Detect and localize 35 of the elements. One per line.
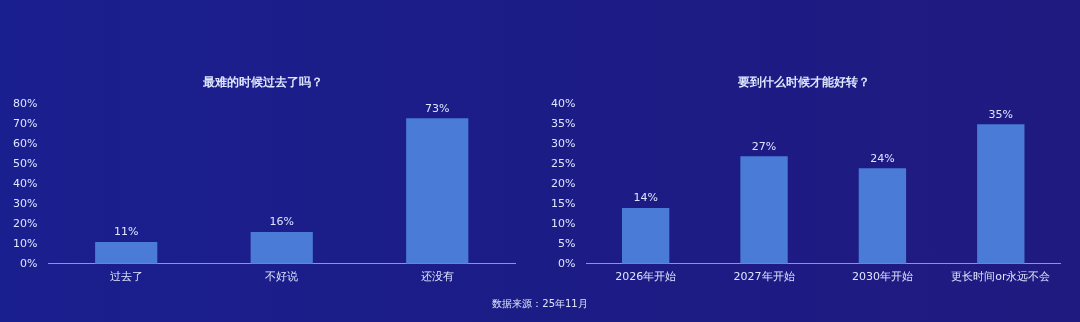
x-tick-label: 还没有	[420, 270, 454, 284]
y-tick-label: 50%	[13, 157, 38, 171]
y-tick-label: 40%	[13, 176, 38, 190]
data-label: 73%	[425, 101, 450, 115]
y-tick-label: 80%	[13, 97, 38, 111]
x-tick-label: 2026年开始	[615, 270, 677, 284]
x-tick-label: 不好说	[265, 270, 299, 284]
y-tick-label: 30%	[551, 137, 576, 151]
data-label: 27%	[751, 139, 777, 153]
y-tick-label: 20%	[551, 176, 576, 190]
x-tick-label: 过去了	[109, 270, 143, 284]
data-label: 24%	[870, 151, 895, 165]
data-label: 14%	[633, 191, 658, 205]
data-label: 16%	[269, 215, 294, 229]
y-tick-label: 0%	[20, 256, 38, 270]
y-tick-label: 10%	[551, 216, 576, 230]
x-tick-label: 2027年开始	[733, 270, 795, 284]
data-label: 35%	[988, 107, 1014, 121]
y-tick-label: 70%	[13, 117, 38, 131]
y-tick-label: 5%	[558, 236, 576, 250]
y-tick-label: 40%	[551, 97, 576, 111]
y-tick-label: 60%	[13, 137, 38, 151]
chart-title: 最难的时候过去了吗？	[201, 75, 323, 90]
y-tick-label: 30%	[13, 196, 38, 210]
y-tick-label: 15%	[551, 196, 576, 210]
y-tick-label: 0%	[558, 256, 576, 270]
x-tick-label: 2030年开始	[851, 270, 913, 284]
chart-title: 要到什么时候才能好转？	[737, 75, 870, 90]
source-note: 数据来源：25年11月	[492, 298, 588, 309]
y-tick-label: 20%	[13, 216, 38, 230]
y-tick-label: 10%	[13, 236, 38, 250]
x-tick-label: 更长时间or永远不会	[951, 270, 1051, 284]
data-label: 11%	[113, 225, 139, 239]
y-tick-label: 35%	[551, 117, 576, 131]
y-tick-label: 25%	[551, 157, 576, 171]
